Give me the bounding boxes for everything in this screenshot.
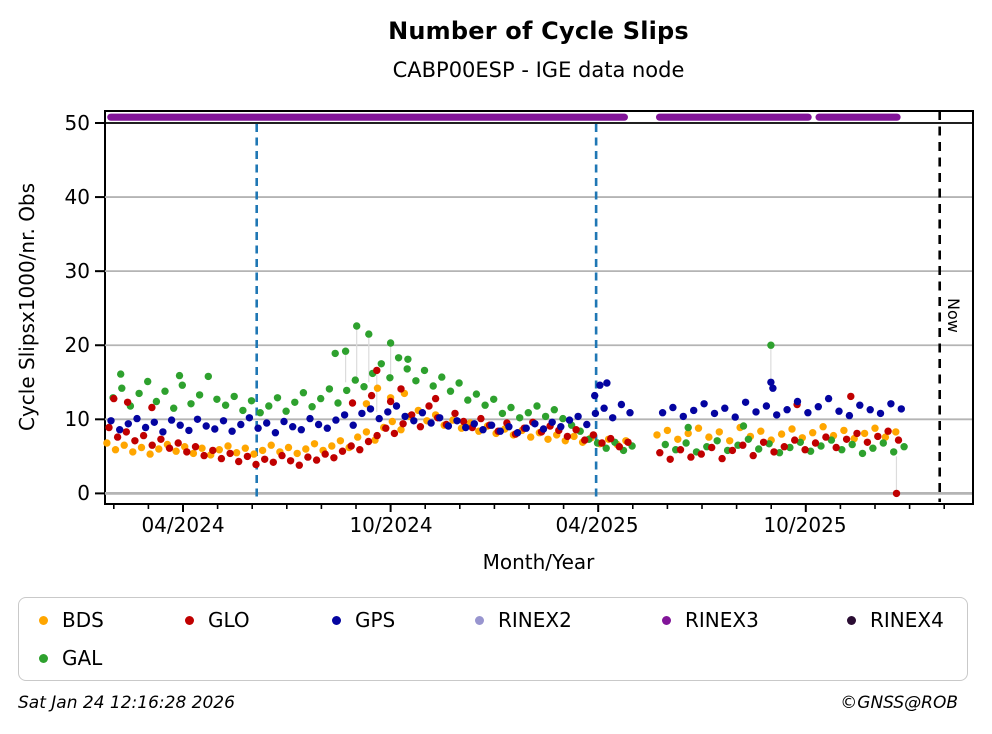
gal-marker-icon [39,653,48,663]
legend-label: RINEX2 [498,608,572,632]
chart-subtitle: CABP00ESP - IGE data node [392,58,685,82]
glo-marker-icon [185,615,194,625]
y-tick-label: 20 [64,333,90,357]
y-tick-label: 0 [77,481,90,505]
x-tick-label: 04/2025 [555,513,639,537]
legend-item-bds: BDS [39,608,185,632]
y-tick-label: 40 [64,185,90,209]
legend-item-rinex2: RINEX2 [475,608,662,632]
legend: BDS GLO GPS RINEX2 RINEX3 RINEX4 GAL [18,597,968,681]
legend-label: GPS [355,608,396,632]
legend-item-rinex4: RINEX4 [847,608,967,632]
legend-item-rinex3: RINEX3 [662,608,847,632]
legend-label: RINEX3 [685,608,759,632]
legend-item-gal: GAL [39,646,185,670]
credit-watermark: ©GNSS@ROB [840,693,958,713]
rinex3-marker-icon [662,615,671,625]
legend-label: GLO [208,608,250,632]
legend-label: RINEX4 [870,608,944,632]
bds-marker-icon [39,615,48,625]
legend-item-glo: GLO [185,608,332,632]
legend-item-gps: GPS [332,608,475,632]
y-tick-label: 50 [64,111,90,135]
y-tick-label: 30 [64,259,90,283]
x-tick-label: 04/2024 [141,513,225,537]
chart-title: Number of Cycle Slips [388,17,689,45]
now-annotation: Now [944,298,963,333]
rinex2-marker-icon [475,615,484,625]
y-tick-label: 10 [64,407,90,431]
x-tick-label: 10/2024 [349,513,433,537]
x-tick-label: 10/2025 [763,513,847,537]
x-axis-label: Month/Year [482,550,595,574]
gps-marker-icon [332,615,341,625]
legend-label: GAL [62,646,103,670]
legend-label: BDS [62,608,104,632]
rinex4-marker-icon [847,615,856,625]
y-axis-label: Cycle Slipsx1000/nr. Obs [15,182,39,432]
plot-timestamp: Sat Jan 24 12:16:28 2026 [18,693,235,713]
